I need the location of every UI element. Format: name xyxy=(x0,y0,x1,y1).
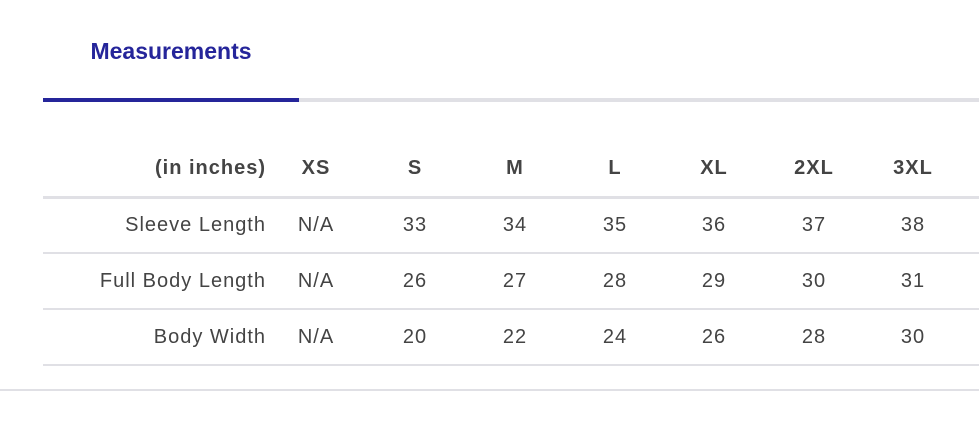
measurement-cell: 30 xyxy=(801,270,827,292)
row-label: Sleeve Length xyxy=(125,214,266,236)
measurement-cell: 20 xyxy=(402,326,428,348)
measurement-cell: 26 xyxy=(402,270,428,292)
measurement-cell: 34 xyxy=(502,214,528,236)
table-row: Full Body Length N/A 26 27 28 29 30 31 xyxy=(43,253,979,309)
header-row: (in inches) XS S M L XL 2XL 3XL xyxy=(43,140,979,196)
row-label: Body Width xyxy=(153,326,266,348)
measurement-cell: N/A xyxy=(297,214,335,236)
measurement-cell: 33 xyxy=(402,214,428,236)
size-header: XL xyxy=(700,157,728,179)
active-tab-indicator xyxy=(43,98,299,102)
measurement-cell: 29 xyxy=(701,270,727,292)
tab-bar-divider xyxy=(43,98,979,102)
measurement-cell: 26 xyxy=(701,326,727,348)
size-header: 2XL xyxy=(794,157,834,179)
table-row: Sleeve Length N/A 33 34 35 36 37 38 xyxy=(43,197,979,253)
section-divider xyxy=(0,389,979,391)
measurement-cell: 36 xyxy=(701,214,727,236)
measurement-cell: 38 xyxy=(900,214,926,236)
table-row: Body Width N/A 20 22 24 26 28 30 xyxy=(43,309,979,365)
measurement-cell: 28 xyxy=(602,270,628,292)
measurement-cell: 30 xyxy=(900,326,926,348)
row-divider xyxy=(43,364,979,366)
row-divider xyxy=(43,308,979,310)
tab-measurements[interactable]: Measurements xyxy=(90,38,252,64)
size-header: 3XL xyxy=(893,157,933,179)
size-header: S xyxy=(407,157,423,179)
size-header: L xyxy=(608,157,622,179)
unit-label: (in inches) xyxy=(154,157,266,179)
measurement-cell: 22 xyxy=(502,326,528,348)
measurement-cell: 37 xyxy=(801,214,827,236)
measurement-cell: N/A xyxy=(297,270,335,292)
measurement-cell: 24 xyxy=(602,326,628,348)
header-divider xyxy=(43,196,979,199)
measurement-cell: 27 xyxy=(502,270,528,292)
size-header: M xyxy=(506,157,524,179)
row-divider xyxy=(43,252,979,254)
measurement-cell: 31 xyxy=(900,270,926,292)
size-header: XS xyxy=(301,157,331,179)
measurement-cell: N/A xyxy=(297,326,335,348)
row-label: Full Body Length xyxy=(99,270,266,292)
measurement-cell: 35 xyxy=(602,214,628,236)
measurement-cell: 28 xyxy=(801,326,827,348)
